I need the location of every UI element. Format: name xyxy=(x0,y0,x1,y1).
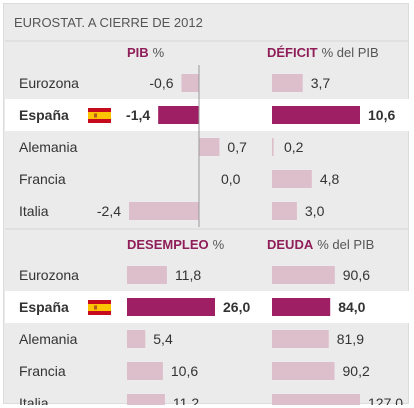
value-label: 127,0 xyxy=(368,395,403,405)
country-label: Francia xyxy=(19,171,66,187)
panel-title: DÉFICIT % del PIB xyxy=(267,45,379,60)
value-label: 3,7 xyxy=(311,75,331,91)
source-title: EUROSTAT. A CIERRE DE 2012 xyxy=(14,15,203,30)
chart-svg: Eurozona España Alemania Francia Italia Euroz… xyxy=(5,15,409,405)
bar xyxy=(129,202,199,220)
bar xyxy=(127,330,146,348)
value-label: 11,2 xyxy=(173,395,199,405)
value-label: -1,4 xyxy=(126,107,150,123)
country-label: Eurozona xyxy=(19,75,79,91)
bar xyxy=(127,394,165,405)
bar xyxy=(272,106,360,124)
value-label: 84,0 xyxy=(338,299,365,315)
panel-title-unit: % del PIB xyxy=(317,237,374,252)
spain-flag-icon xyxy=(88,108,111,123)
country-label: Alemania xyxy=(19,139,78,155)
country-label: Alemania xyxy=(19,331,78,347)
value-label: -2,4 xyxy=(97,203,121,219)
value-label: 10,6 xyxy=(171,363,198,379)
value-label: 26,0 xyxy=(223,299,250,315)
panel-title-name: DEUDA xyxy=(267,237,314,252)
panel-title-unit: % xyxy=(213,237,225,252)
value-label: 4,8 xyxy=(320,171,340,187)
bar xyxy=(272,266,335,284)
value-label: -0,6 xyxy=(149,75,173,91)
panel-title-unit: % del PIB xyxy=(322,45,379,60)
bar xyxy=(127,362,163,380)
panel-title: DEUDA% del PIB xyxy=(267,237,374,252)
country-label: Italia xyxy=(19,395,49,405)
bar xyxy=(272,138,274,156)
country-label: Eurozona xyxy=(19,267,79,283)
panel-title-name: PIB xyxy=(127,45,149,60)
country-label: Francia xyxy=(19,363,66,379)
flag-stripe-middle xyxy=(88,304,111,311)
panel-title-name: DESEMPLEO xyxy=(127,237,209,252)
bar xyxy=(272,330,329,348)
bar xyxy=(272,202,297,220)
value-label: 0,2 xyxy=(284,139,304,155)
bar xyxy=(199,138,220,156)
panel-title: PIB% xyxy=(127,45,165,60)
value-label: 10,6 xyxy=(368,107,395,123)
value-label: 81,9 xyxy=(337,331,364,347)
bar xyxy=(272,362,335,380)
value-label: 3,0 xyxy=(305,203,325,219)
bar xyxy=(127,266,167,284)
value-label: 90,6 xyxy=(343,267,370,283)
value-label: 5,4 xyxy=(153,331,173,347)
flag-crest xyxy=(94,305,97,310)
flag-stripe-middle xyxy=(88,112,111,119)
bar xyxy=(272,170,312,188)
bar xyxy=(272,298,331,316)
panel-title-name: DÉFICIT xyxy=(267,45,318,60)
value-label: 90,2 xyxy=(343,363,370,379)
country-label: Italia xyxy=(19,203,49,219)
panel-title-unit: % xyxy=(153,45,165,60)
value-label: 0,7 xyxy=(227,139,247,155)
panel-title: DESEMPLEO% xyxy=(127,237,225,252)
spain-flag-icon xyxy=(88,300,111,315)
value-label: 0,0 xyxy=(221,171,241,187)
bar xyxy=(272,394,360,405)
bar xyxy=(272,74,303,92)
value-label: 11,8 xyxy=(175,267,201,283)
country-label: España xyxy=(19,299,69,315)
bar xyxy=(158,106,199,124)
flag-crest xyxy=(94,113,97,118)
bar xyxy=(127,298,215,316)
chart-frame: Eurozona España Alemania Francia Italia Euroz… xyxy=(3,3,409,405)
country-label: España xyxy=(19,107,69,123)
bar xyxy=(181,74,199,92)
